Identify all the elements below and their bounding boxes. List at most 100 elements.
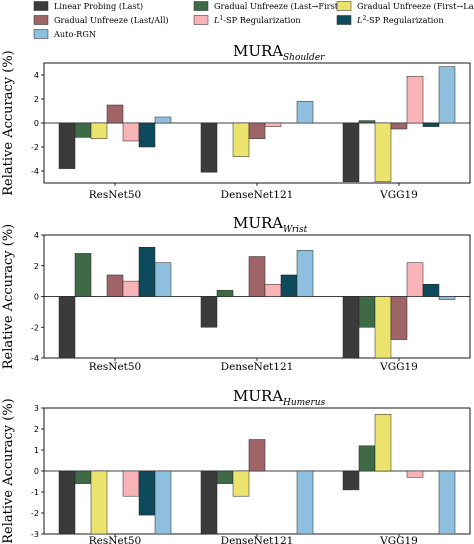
bar-resnet50-l2sp — [138, 122, 156, 148]
bar-resnet50-lpl — [58, 296, 76, 359]
x-tick-label: DenseNet121 — [221, 189, 294, 201]
legend-swatch-autorgn — [33, 29, 49, 39]
bar-vgg19-gu_lf — [358, 296, 376, 328]
legend-label-l2sp: L2-SP Regularization — [356, 15, 444, 25]
bar-densenet121-lpl — [200, 122, 218, 173]
legend-swatch-gu_fl — [336, 1, 352, 11]
legend-label-lpl: Linear Probing (Last) — [54, 1, 143, 11]
y-tick-label: -2 — [31, 323, 39, 332]
y-tick-label: -4 — [31, 167, 39, 176]
bar-densenet121-autorgn — [296, 250, 314, 297]
legend-item-lpl: Linear Probing (Last) — [33, 1, 143, 11]
y-tick-label: 0 — [34, 119, 39, 128]
y-tick-label: 2 — [34, 95, 39, 104]
bar-vgg19-l2sp — [422, 283, 440, 297]
legend-swatch-l1sp — [193, 15, 209, 25]
legend-item-l1sp: L1-SP Regularization — [193, 15, 301, 25]
bar-vgg19-l2sp — [422, 122, 440, 127]
bar-densenet121-lpl — [200, 296, 218, 328]
x-tick-label: ResNet50 — [89, 535, 142, 544]
bar-vgg19-gu_fl — [374, 122, 392, 183]
x-tick-label: VGG19 — [379, 189, 418, 201]
y-tick-label: -2 — [31, 143, 39, 152]
legend: Linear Probing (Last) Gradual Unfreeze (L… — [33, 1, 474, 39]
bar-resnet50-gu_lf — [74, 253, 92, 297]
bar-densenet121-gu_lf — [216, 290, 234, 297]
bar-vgg19-l1sp — [406, 470, 424, 478]
bar-resnet50-l2sp — [138, 247, 156, 297]
bar-resnet50-l1sp — [122, 470, 140, 497]
bar-densenet121-autorgn — [296, 101, 314, 124]
y-tick-label: 2 — [34, 262, 39, 271]
bar-resnet50-gu_fl — [90, 122, 108, 139]
bar-resnet50-autorgn — [154, 470, 172, 535]
panel-subtitle: Wrist — [283, 225, 308, 235]
legend-swatch-lpl — [33, 1, 49, 11]
legend-item-gu_la: Gradual Unfreeze (Last/All) — [33, 15, 169, 25]
y-tick-label: 3 — [34, 404, 39, 413]
y-tick-label: -4 — [31, 354, 39, 363]
legend-item-autorgn: Auto-RGN — [33, 29, 96, 39]
panel-wrist: MURA Wrist -4 -2 0 2 4 Relative Accuracy (%) Res… — [1, 214, 471, 373]
y-tick-label: 4 — [34, 231, 39, 240]
bar-vgg19-gu_fl — [374, 296, 392, 359]
panel-title: MURA — [233, 214, 283, 232]
bar-densenet121-gu_lf — [216, 470, 234, 484]
bar-resnet50-lpl — [58, 470, 76, 535]
y-tick-label: -1 — [31, 488, 39, 497]
y-tick-label: 0 — [34, 467, 39, 476]
legend-swatch-gu_la — [33, 15, 49, 25]
bar-vgg19-gu_fl — [374, 414, 392, 472]
bar-vgg19-autorgn — [438, 470, 456, 535]
bar-densenet121-l2sp — [280, 274, 298, 297]
legend-item-gu_lf: Gradual Unfreeze (Last→First) — [193, 1, 341, 11]
bar-densenet121-gu_fl — [232, 470, 250, 497]
y-tick-label: 4 — [34, 71, 39, 80]
y-tick-label: 0 — [34, 293, 39, 302]
bar-resnet50-l1sp — [122, 280, 140, 297]
panel-title: MURA — [233, 42, 283, 60]
panel-shoulder: MURA Shoulder -4 -2 0 2 4 Relative Accuracy (%)… — [1, 42, 471, 201]
x-tick-label: DenseNet121 — [221, 535, 294, 544]
legend-swatch-l2sp — [336, 15, 352, 25]
bar-resnet50-gu_la — [106, 274, 124, 297]
legend-label-gu_fl: Gradual Unfreeze (First→Last) — [357, 1, 474, 11]
legend-label-l1sp: L1-SP Regularization — [213, 15, 301, 25]
bar-resnet50-gu_la — [106, 104, 124, 124]
bar-densenet121-l1sp — [264, 283, 282, 297]
bar-vgg19-gu_la — [390, 296, 408, 340]
panel-subtitle: Shoulder — [283, 53, 325, 63]
bar-vgg19-lpl — [342, 296, 360, 359]
bar-resnet50-l2sp — [138, 470, 156, 516]
y-tick-label: -3 — [31, 530, 39, 539]
bar-resnet50-lpl — [58, 122, 76, 169]
bar-vgg19-lpl — [342, 122, 360, 183]
y-tick-label: 1 — [34, 446, 39, 455]
legend-label-gu_lf: Gradual Unfreeze (Last→First) — [214, 1, 341, 11]
y-axis-label: Relative Accuracy (%) — [1, 224, 16, 369]
x-tick-label: VGG19 — [379, 535, 418, 544]
bar-vgg19-lpl — [342, 470, 360, 491]
bar-vgg19-autorgn — [438, 66, 456, 124]
bar-resnet50-autorgn — [154, 262, 172, 297]
bar-resnet50-gu_lf — [74, 470, 92, 484]
bar-densenet121-l1sp — [264, 122, 282, 127]
bar-densenet121-autorgn — [296, 470, 314, 535]
bar-vgg19-l1sp — [406, 75, 424, 124]
x-tick-label: DenseNet121 — [221, 361, 294, 373]
legend-item-l2sp: L2-SP Regularization — [336, 15, 444, 25]
bar-resnet50-l1sp — [122, 122, 140, 142]
bar-resnet50-gu_lf — [74, 122, 92, 138]
x-tick-label: ResNet50 — [89, 189, 142, 201]
bar-vgg19-autorgn — [438, 296, 456, 300]
y-axis-label: Relative Accuracy (%) — [1, 398, 16, 543]
y-axis-label: Relative Accuracy (%) — [1, 50, 16, 195]
panel-subtitle: Humerus — [282, 398, 326, 408]
bar-densenet121-gu_fl — [232, 122, 250, 157]
panel-title: MURA — [233, 387, 283, 405]
legend-item-gu_fl: Gradual Unfreeze (First→Last) — [336, 1, 474, 11]
legend-swatch-gu_lf — [193, 1, 209, 11]
bar-densenet121-gu_la — [248, 439, 266, 472]
